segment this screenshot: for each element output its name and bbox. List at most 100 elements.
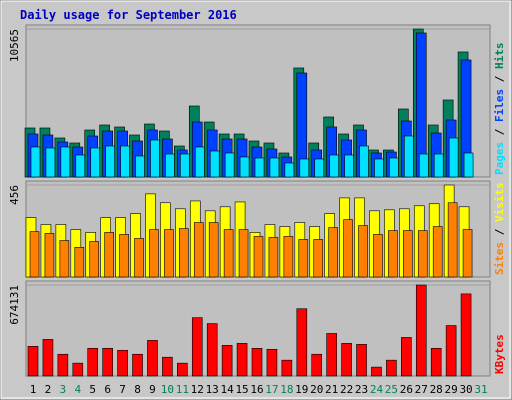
bar <box>177 362 188 377</box>
bar <box>313 239 324 278</box>
bar <box>149 229 159 278</box>
bar <box>344 154 354 178</box>
bar <box>314 158 325 178</box>
bar <box>75 154 86 178</box>
legend-entry: Pages <box>493 142 506 175</box>
bar <box>269 157 280 178</box>
x-tick-label: 20 <box>310 383 323 396</box>
bar <box>193 222 204 278</box>
bar <box>268 237 279 278</box>
bar <box>223 229 234 278</box>
legend-entry: Files <box>493 89 506 122</box>
x-tick-label: 4 <box>74 383 81 396</box>
x-tick-label: 16 <box>250 383 263 396</box>
bar <box>311 353 323 377</box>
bar <box>299 158 310 178</box>
bar <box>221 345 233 377</box>
bar <box>29 231 40 278</box>
bar <box>418 153 429 178</box>
bar <box>104 232 114 278</box>
bar <box>341 343 352 377</box>
bar <box>401 337 412 377</box>
x-tick-label: 17 <box>265 383 278 396</box>
bar <box>27 346 39 377</box>
x-tick-label: 31 <box>474 383 487 396</box>
bar <box>119 234 129 278</box>
x-tick-label: 23 <box>355 383 368 396</box>
bar <box>120 145 130 178</box>
bar <box>30 146 41 178</box>
bar <box>191 317 203 377</box>
bar <box>117 349 128 377</box>
bar <box>403 230 413 278</box>
bar <box>162 356 173 377</box>
x-tick-label: 19 <box>295 383 308 396</box>
x-tick-label: 30 <box>459 383 472 396</box>
x-tick-label: 11 <box>176 383 189 396</box>
y-tick-label: 10565 <box>8 29 21 62</box>
x-tick-label: 29 <box>445 383 458 396</box>
bar <box>432 226 443 278</box>
bar <box>44 233 55 278</box>
bar <box>343 219 353 278</box>
bar <box>224 152 235 178</box>
bar <box>447 202 458 278</box>
bar <box>147 340 158 377</box>
bar <box>445 325 457 377</box>
x-tick-label: 1 <box>30 383 37 396</box>
x-tick-label: 25 <box>385 383 398 396</box>
bar <box>296 308 308 377</box>
bar <box>45 147 56 178</box>
x-tick-label: 6 <box>104 383 111 396</box>
bar <box>105 145 115 178</box>
y-tick-label: 456 <box>8 185 21 205</box>
x-tick-label: 10 <box>161 383 174 396</box>
bar <box>326 333 337 377</box>
bar <box>57 353 69 377</box>
bar <box>463 152 474 178</box>
bar <box>404 135 414 178</box>
bar <box>460 293 472 377</box>
bar <box>281 359 293 377</box>
x-tick-label: 8 <box>134 383 141 396</box>
x-tick-label: 27 <box>415 383 428 396</box>
legend-separator: / <box>493 122 506 142</box>
x-tick-label: 26 <box>400 383 413 396</box>
legend-entry: KBytes <box>493 334 506 374</box>
bar <box>359 145 369 178</box>
x-tick-label: 5 <box>89 383 96 396</box>
bar <box>358 225 368 278</box>
bar <box>206 323 218 377</box>
bar <box>254 157 265 178</box>
bar <box>433 153 444 178</box>
bar <box>179 228 189 278</box>
bar <box>253 236 264 278</box>
bar <box>266 348 278 377</box>
bar <box>371 366 382 377</box>
bar <box>209 150 220 178</box>
bar <box>386 359 397 377</box>
legend-separator: / <box>493 222 506 242</box>
legend-entry: Sites <box>493 242 506 275</box>
x-tick-label: 15 <box>235 383 248 396</box>
chart-title: Daily usage for September 2016 <box>20 8 237 22</box>
bar <box>102 348 113 377</box>
x-tick-label: 3 <box>60 383 67 396</box>
bar <box>134 238 144 278</box>
x-tick-label: 22 <box>340 383 353 396</box>
bar <box>329 154 339 178</box>
bar <box>74 247 85 278</box>
bar <box>448 137 459 178</box>
x-tick-label: 21 <box>325 383 338 396</box>
bar <box>415 284 427 377</box>
bar <box>89 241 100 278</box>
bar <box>165 153 175 178</box>
bar <box>430 348 442 377</box>
bar <box>417 230 428 278</box>
bar <box>251 348 263 377</box>
bar <box>72 362 84 377</box>
bar <box>236 343 248 377</box>
x-tick-label: 7 <box>119 383 126 396</box>
x-tick-label: 28 <box>430 383 443 396</box>
